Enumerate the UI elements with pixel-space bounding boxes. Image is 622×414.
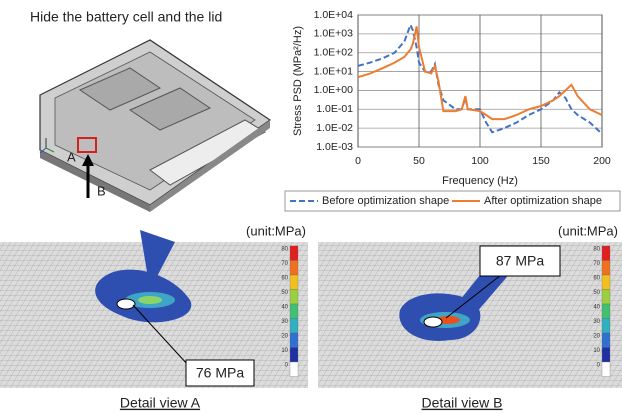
colorbar-label: 40 <box>593 305 600 311</box>
colorbar-cell <box>602 319 610 334</box>
y-tick-label: 1.0E-02 <box>316 122 353 134</box>
y-tick-label: 1.0E+02 <box>314 46 354 58</box>
colorbar-label: 10 <box>281 348 288 354</box>
colorbar-label: 40 <box>281 305 288 311</box>
colorbar-cell <box>290 333 298 348</box>
y-tick-label: 1.0E-03 <box>316 141 353 153</box>
caption: Detail view B <box>422 395 503 411</box>
colorbar-label: 20 <box>281 334 288 340</box>
colorbar-label: 80 <box>593 247 600 253</box>
colorbar-label: 80 <box>281 247 288 253</box>
colorbar-cell <box>602 275 610 290</box>
legend-label: After optimization shape <box>484 195 602 207</box>
figure: Hide the battery cell and the lid A B <box>0 0 622 414</box>
colorbar-cell <box>602 348 610 363</box>
colorbar-label: 50 <box>281 290 288 296</box>
label-a: A <box>67 149 76 164</box>
caption: Detail view A <box>120 395 201 411</box>
colorbar-cell <box>290 275 298 290</box>
title: Hide the battery cell and the lid <box>30 9 222 25</box>
y-tick-label: 1.0E+00 <box>314 84 354 96</box>
colorbar-label: 30 <box>281 319 288 325</box>
colorbar-label: 70 <box>281 261 288 267</box>
x-tick-label: 0 <box>355 155 361 167</box>
y-tick-label: 1.0E+01 <box>314 65 354 77</box>
callout: 87 MPa <box>496 253 544 269</box>
x-tick-label: 100 <box>471 155 489 167</box>
colorbar-cell <box>602 290 610 305</box>
y-tick-label: 1.0E-01 <box>316 103 353 115</box>
colorbar-cell <box>602 261 610 276</box>
unit-label: (unit:MPa) <box>246 223 306 238</box>
colorbar-cell <box>290 290 298 305</box>
colorbar-cell <box>290 246 298 261</box>
colorbar-cell <box>290 304 298 319</box>
colorbar-cell <box>602 304 610 319</box>
colorbar-label: 10 <box>593 348 600 354</box>
colorbar-cell <box>290 319 298 334</box>
colorbar-label: 60 <box>281 276 288 282</box>
colorbar-label: 20 <box>593 334 600 340</box>
colorbar-cell <box>290 348 298 363</box>
x-tick-label: 150 <box>532 155 550 167</box>
legend-label: Before optimization shape <box>322 195 449 207</box>
x-tick-label: 200 <box>593 155 611 167</box>
colorbar-cell <box>290 261 298 276</box>
colorbar-cell <box>602 362 610 377</box>
colorbar-label: 70 <box>593 261 600 267</box>
x-tick-label: 50 <box>413 155 425 167</box>
colorbar-cell <box>602 333 610 348</box>
label-b: B <box>97 183 106 198</box>
unit-label: (unit:MPa) <box>558 223 618 238</box>
battery-tray: A B <box>40 40 270 212</box>
detail-b <box>318 242 622 388</box>
colorbar-cell <box>290 362 298 377</box>
y-tick-label: 1.0E+04 <box>314 9 354 21</box>
detail-a <box>0 230 308 388</box>
x-axis-label: Frequency (Hz) <box>442 175 518 187</box>
colorbar-label: 30 <box>593 319 600 325</box>
colorbar-label: 60 <box>593 276 600 282</box>
colorbar-label: 50 <box>593 290 600 296</box>
colorbar-cell <box>602 246 610 261</box>
y-axis-label: Stress PSD (MPa²/Hz) <box>292 26 304 136</box>
y-tick-label: 1.0E+03 <box>314 28 354 40</box>
callout: 76 MPa <box>196 365 244 381</box>
